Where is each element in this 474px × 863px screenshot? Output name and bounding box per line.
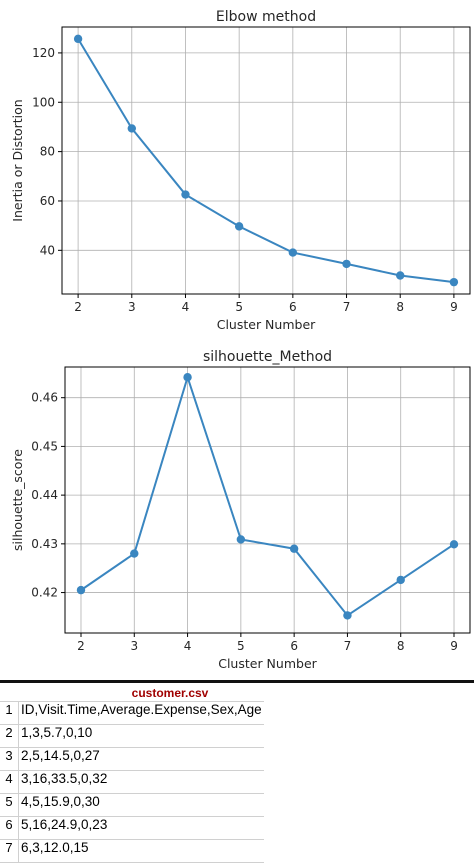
row-number: 3 xyxy=(0,748,19,770)
row-text: 5,16,24.9,0,23 xyxy=(21,817,108,832)
x-tick-label: 4 xyxy=(184,639,192,653)
x-tick-label: 5 xyxy=(237,639,245,653)
row-number: 7 xyxy=(0,840,19,862)
table-row: 4 3,16,33.5,0,32 xyxy=(0,771,264,794)
plot-frame xyxy=(64,366,471,634)
row-number: 4 xyxy=(0,771,19,793)
y-tick-label: 0.42 xyxy=(31,586,58,600)
x-tick-label: 3 xyxy=(130,639,138,653)
x-tick-label: 2 xyxy=(74,300,82,314)
y-tick-label: 120 xyxy=(32,46,55,60)
row-number: 1 xyxy=(0,702,19,724)
data-point xyxy=(236,535,246,544)
series-line xyxy=(77,38,455,284)
x-tick-label: 3 xyxy=(128,300,136,314)
y-tick-label: 0.43 xyxy=(31,537,58,551)
table-row: 3 2,5,14.5,0,27 xyxy=(0,748,264,771)
data-point xyxy=(449,277,459,287)
row-number: 6 xyxy=(0,817,19,839)
row-text: 4,5,15.9,0,30 xyxy=(21,794,100,809)
y-axis-label: Inertia or Distortion xyxy=(10,99,25,221)
x-tick-label: 2 xyxy=(77,639,85,653)
y-tick-label: 80 xyxy=(40,145,55,159)
data-point xyxy=(396,271,405,280)
data-point xyxy=(127,124,136,133)
row-text: 3,16,33.5,0,32 xyxy=(21,771,108,786)
row-text: 2,5,14.5,0,27 xyxy=(21,748,100,763)
csv-table: 1 ID,Visit.Time,Average.Expense,Sex,Age … xyxy=(0,701,264,863)
y-tick-label: 0.44 xyxy=(31,488,58,502)
table-row: 7 6,3,12.0,15 xyxy=(0,840,264,863)
x-tick-label: 4 xyxy=(182,300,190,314)
row-text: 1,3,5.7,0,10 xyxy=(21,725,93,740)
data-point xyxy=(343,611,352,620)
x-tick-label: 6 xyxy=(289,300,297,314)
y-tick-label: 0.46 xyxy=(31,391,58,405)
table-row: 6 5,16,24.9,0,23 xyxy=(0,817,264,840)
data-point xyxy=(342,259,351,269)
x-tick-label: 8 xyxy=(396,300,404,314)
row-number: 5 xyxy=(0,794,19,816)
series-line xyxy=(80,373,455,617)
row-text: 6,3,12.0,15 xyxy=(21,840,89,855)
x-tick-label: 6 xyxy=(290,639,298,653)
data-point xyxy=(76,585,86,595)
data-point xyxy=(181,190,190,199)
x-axis-label: Cluster Number xyxy=(217,317,316,332)
data-point xyxy=(449,540,459,549)
x-tick-label: 5 xyxy=(235,300,243,314)
data-point xyxy=(183,373,192,382)
x-tick-label: 9 xyxy=(450,639,458,653)
table-row: 1 ID,Visit.Time,Average.Expense,Sex,Age xyxy=(0,702,264,725)
plot-frame xyxy=(61,26,471,295)
y-tick-label: 60 xyxy=(40,194,55,208)
data-point xyxy=(234,222,244,231)
table-row: 5 4,5,15.9,0,30 xyxy=(0,794,264,817)
data-point xyxy=(288,248,298,257)
csv-filename: customer.csv xyxy=(131,686,209,700)
charts-canvas: 2 3 4 5 6 7 8 9 40 60 80 100 120 Elbow method Cluster … xyxy=(10,9,471,671)
data-point xyxy=(396,575,405,585)
data-point xyxy=(73,34,83,44)
data-point xyxy=(130,549,139,558)
y-axis-label: silhouette_score xyxy=(10,449,25,551)
x-tick-label: 7 xyxy=(343,300,351,314)
x-tick-label: 9 xyxy=(450,300,458,314)
data-point xyxy=(289,544,299,553)
y-tick-label: 100 xyxy=(32,95,55,109)
x-tick-label: 8 xyxy=(397,639,405,653)
csv-panel: customer.csv 1 ID,Visit.Time,Average.Exp… xyxy=(0,680,474,863)
table-row: 2 1,3,5.7,0,10 xyxy=(0,725,264,748)
divider xyxy=(0,680,474,683)
row-number: 2 xyxy=(0,725,19,747)
x-tick-label: 7 xyxy=(344,639,352,653)
chart-title: Elbow method xyxy=(216,9,316,25)
row-text: ID,Visit.Time,Average.Expense,Sex,Age xyxy=(21,702,262,717)
chart-title: silhouette_Method xyxy=(203,349,332,365)
y-tick-label: 40 xyxy=(40,243,55,257)
x-axis-label: Cluster Number xyxy=(218,656,317,671)
y-tick-label: 0.45 xyxy=(31,439,58,453)
